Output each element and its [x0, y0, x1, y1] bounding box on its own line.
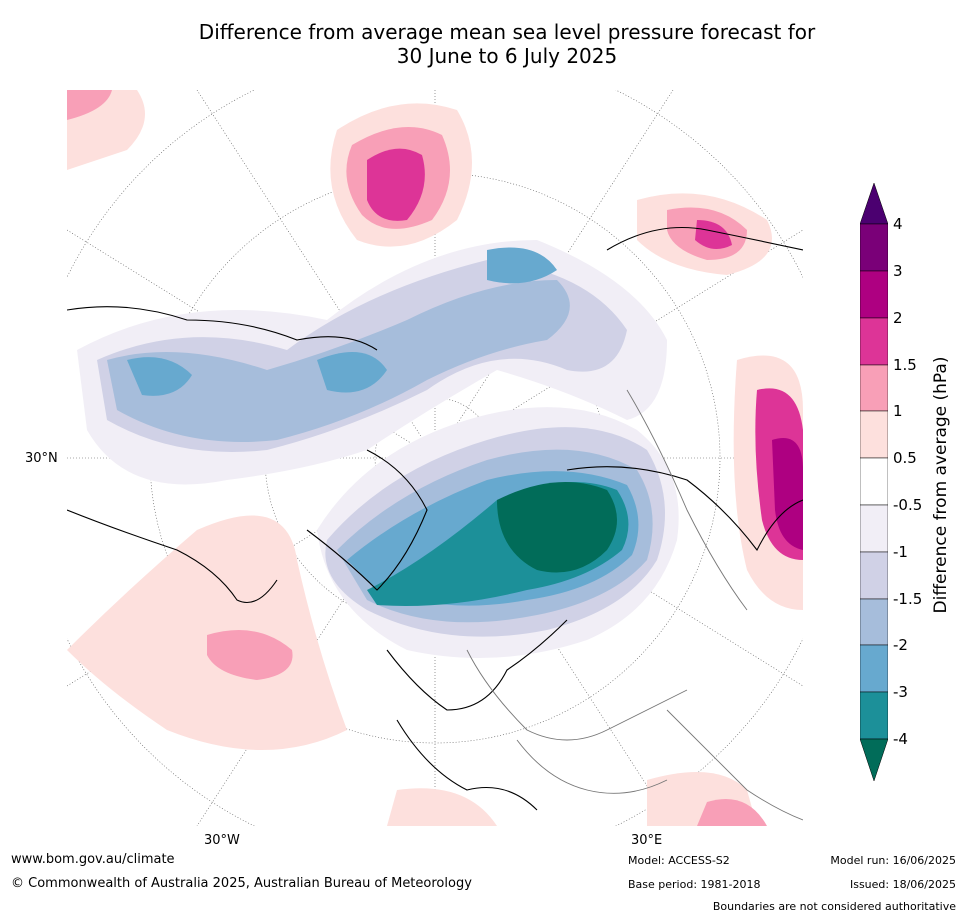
colorbar-tick: -1.5 [893, 590, 923, 608]
footer-issued: Issued: 18/06/2025 [849, 878, 956, 891]
colorbar-tick: 1 [893, 402, 903, 420]
colorbar-tick: -4 [893, 730, 908, 748]
map-canvas [67, 90, 803, 826]
pressure-anomaly-map [67, 90, 803, 826]
colorbar-scale [859, 182, 889, 782]
negative-anomalies [77, 240, 679, 658]
borders [466, 389, 803, 821]
colorbar [859, 182, 889, 782]
footer-model-run: Model run: 16/06/2025 [830, 854, 956, 867]
coastlines [67, 226, 803, 811]
footer-model: Model: ACCESS-S2 [628, 854, 730, 867]
colorbar-tick: 0.5 [893, 449, 917, 467]
colorbar-tick: -2 [893, 636, 908, 654]
colorbar-tick: 1.5 [893, 356, 917, 374]
footer-copyright: © Commonwealth of Australia 2025, Austra… [11, 876, 472, 891]
lon-label-30e: 30°E [631, 833, 663, 848]
colorbar-tick: -1 [893, 543, 908, 561]
colorbar-tick: 3 [893, 262, 903, 280]
colorbar-tick: -3 [893, 683, 908, 701]
colorbar-tick: -0.5 [893, 496, 923, 514]
title-line-2: 30 June to 6 July 2025 [396, 44, 618, 68]
lon-label-30w: 30°W [204, 833, 240, 848]
footer-base-period: Base period: 1981-2018 [628, 878, 761, 891]
title-line-1: Difference from average mean sea level p… [198, 20, 816, 44]
map-title: Difference from average mean sea level p… [0, 20, 965, 68]
footer-url: www.bom.gov.au/climate [11, 852, 175, 867]
lat-label-30n: 30°N [25, 451, 58, 466]
colorbar-title: Difference from average (hPa) [931, 356, 951, 614]
positive-anomalies [67, 90, 803, 826]
footer-disclaimer: Boundaries are not considered authoritat… [712, 900, 956, 913]
colorbar-tick: 2 [893, 309, 903, 327]
colorbar-tick: 4 [893, 215, 903, 233]
